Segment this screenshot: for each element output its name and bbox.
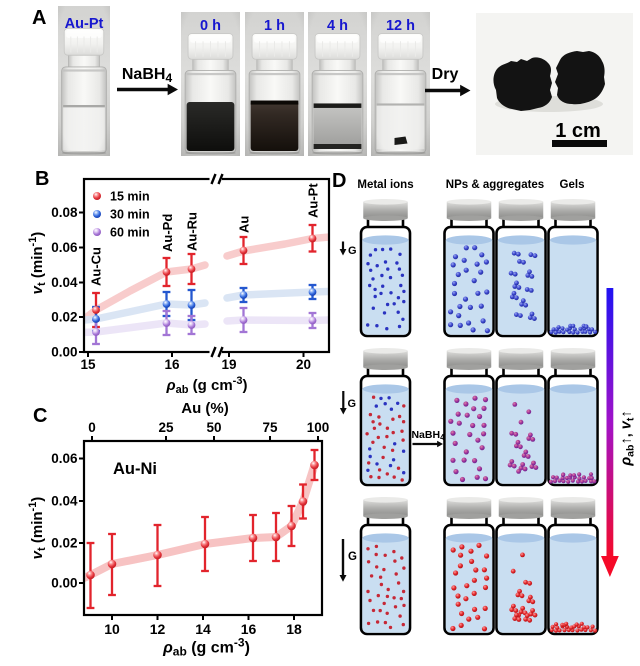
svg-text:D: D xyxy=(332,170,346,192)
svg-text:4 h: 4 h xyxy=(327,18,348,34)
svg-text:Au-Ni: Au-Ni xyxy=(113,460,157,478)
svg-text:14: 14 xyxy=(195,621,211,637)
svg-text:1 cm: 1 cm xyxy=(555,120,601,142)
svg-text:A: A xyxy=(32,7,46,29)
svg-text:100: 100 xyxy=(307,420,330,435)
svg-text:19: 19 xyxy=(221,357,236,372)
svg-text:18: 18 xyxy=(286,621,302,637)
svg-text:0.02: 0.02 xyxy=(51,536,77,551)
svg-text:NPs & aggregates: NPs & aggregates xyxy=(446,179,544,191)
svg-text:16: 16 xyxy=(241,621,257,637)
svg-text:25: 25 xyxy=(158,420,174,435)
svg-text:vt (min-1): vt (min-1) xyxy=(27,497,48,560)
svg-text:0.04: 0.04 xyxy=(51,494,78,509)
svg-text:ρab (g cm-3): ρab (g cm-3) xyxy=(166,375,248,396)
svg-text:Dry: Dry xyxy=(432,66,459,83)
svg-text:Au-Cu: Au-Cu xyxy=(89,247,104,286)
svg-text:1 h: 1 h xyxy=(264,18,285,34)
svg-text:B: B xyxy=(35,168,49,190)
svg-text:Au: Au xyxy=(237,216,252,233)
svg-text:0.02: 0.02 xyxy=(51,310,77,325)
svg-text:Au-Pt: Au-Pt xyxy=(65,16,104,32)
svg-text:NaBH4: NaBH4 xyxy=(122,66,173,85)
svg-text:30 min: 30 min xyxy=(110,207,150,221)
svg-text:ρab↑, vt↑: ρab↑, vt↑ xyxy=(619,410,637,466)
svg-text:vt (min-1): vt (min-1) xyxy=(27,232,48,295)
svg-text:50: 50 xyxy=(206,420,221,435)
svg-text:Au (%): Au (%) xyxy=(181,400,229,417)
svg-text:NaBH4: NaBH4 xyxy=(411,429,445,442)
svg-text:G: G xyxy=(348,551,357,563)
svg-text:0.06: 0.06 xyxy=(51,451,78,466)
svg-text:12 h: 12 h xyxy=(386,18,415,34)
svg-text:15: 15 xyxy=(80,357,96,372)
svg-text:ρab (g cm-3): ρab (g cm-3) xyxy=(162,636,250,659)
svg-text:0.00: 0.00 xyxy=(51,576,77,591)
svg-text:Au-Ru: Au-Ru xyxy=(185,212,200,251)
svg-text:0.04: 0.04 xyxy=(51,275,78,290)
svg-text:16: 16 xyxy=(164,357,180,372)
svg-text:Gels: Gels xyxy=(560,179,585,191)
svg-text:0.08: 0.08 xyxy=(51,205,78,220)
svg-text:60 min: 60 min xyxy=(110,225,150,239)
svg-text:10: 10 xyxy=(104,621,120,637)
svg-text:75: 75 xyxy=(262,420,278,435)
svg-text:G: G xyxy=(348,398,357,410)
svg-text:20: 20 xyxy=(296,357,311,372)
svg-text:C: C xyxy=(33,405,47,427)
svg-text:0.06: 0.06 xyxy=(51,240,78,255)
svg-text:Metal ions: Metal ions xyxy=(357,179,413,191)
svg-text:G: G xyxy=(348,245,357,257)
svg-text:Au-Pd: Au-Pd xyxy=(160,214,175,252)
svg-text:15 min: 15 min xyxy=(110,189,150,203)
svg-text:Au-Pt: Au-Pt xyxy=(306,183,321,218)
svg-text:0: 0 xyxy=(88,420,96,435)
svg-text:12: 12 xyxy=(150,621,166,637)
svg-text:0 h: 0 h xyxy=(200,18,221,34)
svg-text:0.00: 0.00 xyxy=(51,345,77,360)
